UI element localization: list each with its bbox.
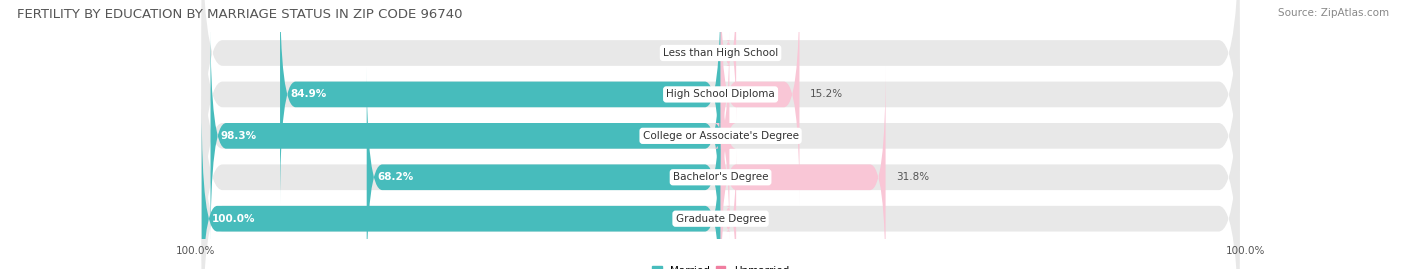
FancyBboxPatch shape (201, 107, 721, 269)
FancyBboxPatch shape (721, 149, 737, 269)
Text: 100.0%: 100.0% (212, 214, 256, 224)
Text: 100.0%: 100.0% (1226, 246, 1265, 256)
FancyBboxPatch shape (201, 0, 1240, 206)
Text: 0.0%: 0.0% (668, 48, 695, 58)
Text: 98.3%: 98.3% (221, 131, 257, 141)
Text: Less than High School: Less than High School (664, 48, 778, 58)
Text: 1.7%: 1.7% (740, 131, 766, 141)
Text: Bachelor's Degree: Bachelor's Degree (673, 172, 768, 182)
Text: College or Associate's Degree: College or Associate's Degree (643, 131, 799, 141)
Text: 31.8%: 31.8% (896, 172, 929, 182)
Legend: Married, Unmarried: Married, Unmarried (648, 261, 793, 269)
Text: Graduate Degree: Graduate Degree (675, 214, 766, 224)
Text: 84.9%: 84.9% (291, 89, 326, 100)
FancyBboxPatch shape (211, 24, 721, 247)
Text: 0.0%: 0.0% (731, 214, 758, 224)
Text: 15.2%: 15.2% (810, 89, 844, 100)
FancyBboxPatch shape (201, 0, 1240, 269)
Text: 0.0%: 0.0% (731, 48, 758, 58)
Text: 100.0%: 100.0% (176, 246, 215, 256)
Text: 68.2%: 68.2% (377, 172, 413, 182)
FancyBboxPatch shape (367, 66, 721, 269)
Text: Source: ZipAtlas.com: Source: ZipAtlas.com (1278, 8, 1389, 18)
FancyBboxPatch shape (721, 0, 800, 206)
FancyBboxPatch shape (280, 0, 721, 206)
Text: High School Diploma: High School Diploma (666, 89, 775, 100)
FancyBboxPatch shape (201, 24, 1240, 269)
Text: FERTILITY BY EDUCATION BY MARRIAGE STATUS IN ZIP CODE 96740: FERTILITY BY EDUCATION BY MARRIAGE STATU… (17, 8, 463, 21)
FancyBboxPatch shape (721, 0, 737, 123)
FancyBboxPatch shape (721, 66, 886, 269)
FancyBboxPatch shape (201, 66, 1240, 269)
FancyBboxPatch shape (714, 24, 737, 247)
FancyBboxPatch shape (201, 0, 1240, 247)
